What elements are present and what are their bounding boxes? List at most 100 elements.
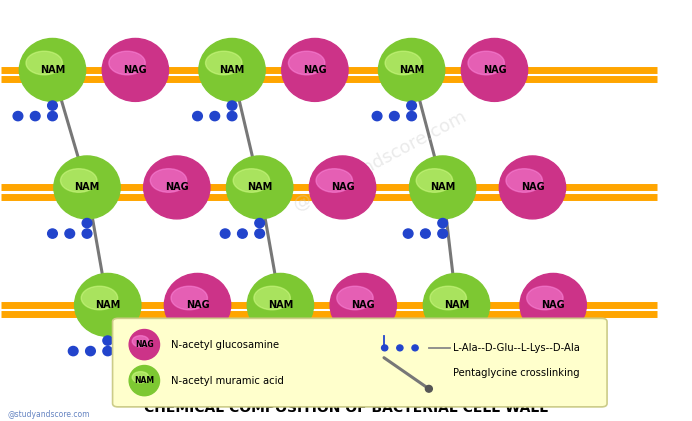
Ellipse shape — [292, 54, 345, 95]
Ellipse shape — [416, 169, 453, 192]
Ellipse shape — [13, 112, 23, 121]
Text: NAG: NAG — [352, 300, 375, 310]
Ellipse shape — [65, 229, 75, 238]
Ellipse shape — [527, 286, 563, 310]
Text: NAM: NAM — [247, 182, 272, 192]
Ellipse shape — [192, 112, 202, 121]
Text: NAG: NAG — [135, 340, 154, 349]
Text: N-acetyl muramic acid: N-acetyl muramic acid — [171, 376, 284, 386]
Ellipse shape — [209, 54, 262, 95]
Ellipse shape — [282, 38, 348, 101]
Text: NAM: NAM — [444, 300, 469, 310]
Ellipse shape — [165, 274, 230, 336]
Ellipse shape — [316, 169, 352, 192]
Ellipse shape — [103, 346, 113, 356]
Ellipse shape — [48, 112, 57, 121]
Ellipse shape — [247, 274, 313, 336]
Text: NAG: NAG — [124, 65, 147, 75]
Ellipse shape — [150, 169, 187, 192]
Ellipse shape — [134, 337, 158, 357]
Ellipse shape — [424, 274, 490, 336]
Ellipse shape — [86, 346, 95, 356]
Text: CHEMICAL COMPOSITION OF BACTERIAL CELL WALL: CHEMICAL COMPOSITION OF BACTERIAL CELL W… — [144, 401, 548, 415]
Ellipse shape — [403, 229, 413, 238]
Ellipse shape — [129, 330, 160, 360]
Ellipse shape — [255, 229, 264, 238]
Ellipse shape — [319, 172, 372, 213]
Text: NAG: NAG — [165, 182, 189, 192]
Ellipse shape — [112, 54, 165, 95]
Text: NAM: NAM — [95, 300, 120, 310]
Text: NAG: NAG — [541, 300, 565, 310]
Ellipse shape — [506, 169, 543, 192]
Ellipse shape — [453, 301, 460, 309]
Text: N-acetyl glucosamine: N-acetyl glucosamine — [171, 340, 279, 349]
Ellipse shape — [26, 51, 62, 75]
Ellipse shape — [48, 229, 57, 238]
Ellipse shape — [419, 172, 473, 213]
Ellipse shape — [452, 336, 462, 345]
Ellipse shape — [254, 286, 291, 310]
Text: NAM: NAM — [268, 300, 293, 310]
Ellipse shape — [29, 54, 82, 95]
Ellipse shape — [60, 169, 97, 192]
Text: Pentaglycine crosslinking: Pentaglycine crosslinking — [453, 368, 580, 378]
Text: NAM: NAM — [430, 182, 455, 192]
Ellipse shape — [199, 38, 265, 101]
Ellipse shape — [381, 345, 388, 351]
Ellipse shape — [227, 101, 237, 110]
Ellipse shape — [206, 51, 242, 75]
Ellipse shape — [468, 51, 504, 75]
Text: NAG: NAG — [520, 182, 545, 192]
Ellipse shape — [237, 229, 247, 238]
Ellipse shape — [379, 38, 445, 101]
Ellipse shape — [330, 274, 397, 336]
Ellipse shape — [438, 218, 448, 228]
Text: @studyandscore.com: @studyandscore.com — [291, 107, 471, 214]
Ellipse shape — [64, 172, 117, 213]
Text: L-Ala--D-Glu--L-Lys--D-Ala: L-Ala--D-Glu--L-Lys--D-Ala — [453, 343, 580, 353]
Ellipse shape — [109, 51, 145, 75]
Ellipse shape — [54, 156, 120, 219]
Ellipse shape — [132, 372, 149, 383]
Ellipse shape — [255, 218, 264, 228]
Ellipse shape — [233, 169, 270, 192]
Ellipse shape — [438, 229, 448, 238]
Ellipse shape — [144, 156, 210, 219]
Ellipse shape — [129, 365, 160, 396]
Ellipse shape — [289, 51, 325, 75]
Text: NAG: NAG — [185, 300, 210, 310]
Ellipse shape — [220, 229, 230, 238]
Ellipse shape — [372, 112, 382, 121]
Ellipse shape — [102, 38, 169, 101]
Ellipse shape — [309, 156, 376, 219]
Ellipse shape — [390, 112, 399, 121]
Ellipse shape — [388, 54, 441, 95]
Ellipse shape — [433, 289, 486, 330]
Ellipse shape — [452, 346, 462, 356]
Ellipse shape — [226, 156, 293, 219]
Ellipse shape — [257, 289, 310, 330]
Ellipse shape — [417, 346, 427, 356]
Ellipse shape — [337, 286, 373, 310]
Ellipse shape — [421, 229, 430, 238]
Ellipse shape — [412, 345, 418, 351]
Ellipse shape — [256, 184, 264, 191]
Ellipse shape — [407, 101, 417, 110]
Ellipse shape — [410, 156, 476, 219]
Ellipse shape — [407, 112, 417, 121]
Ellipse shape — [509, 172, 563, 213]
Text: NAG: NAG — [482, 65, 507, 75]
Ellipse shape — [258, 346, 268, 356]
Text: NAM: NAM — [219, 65, 245, 75]
Ellipse shape — [154, 172, 207, 213]
Ellipse shape — [275, 346, 285, 356]
Ellipse shape — [227, 112, 237, 121]
Ellipse shape — [471, 54, 525, 95]
Ellipse shape — [83, 184, 91, 191]
Ellipse shape — [132, 336, 149, 347]
Ellipse shape — [48, 101, 57, 110]
Text: @studyandscore.com: @studyandscore.com — [8, 410, 90, 419]
Ellipse shape — [82, 229, 92, 238]
Text: NAM: NAM — [75, 182, 100, 192]
